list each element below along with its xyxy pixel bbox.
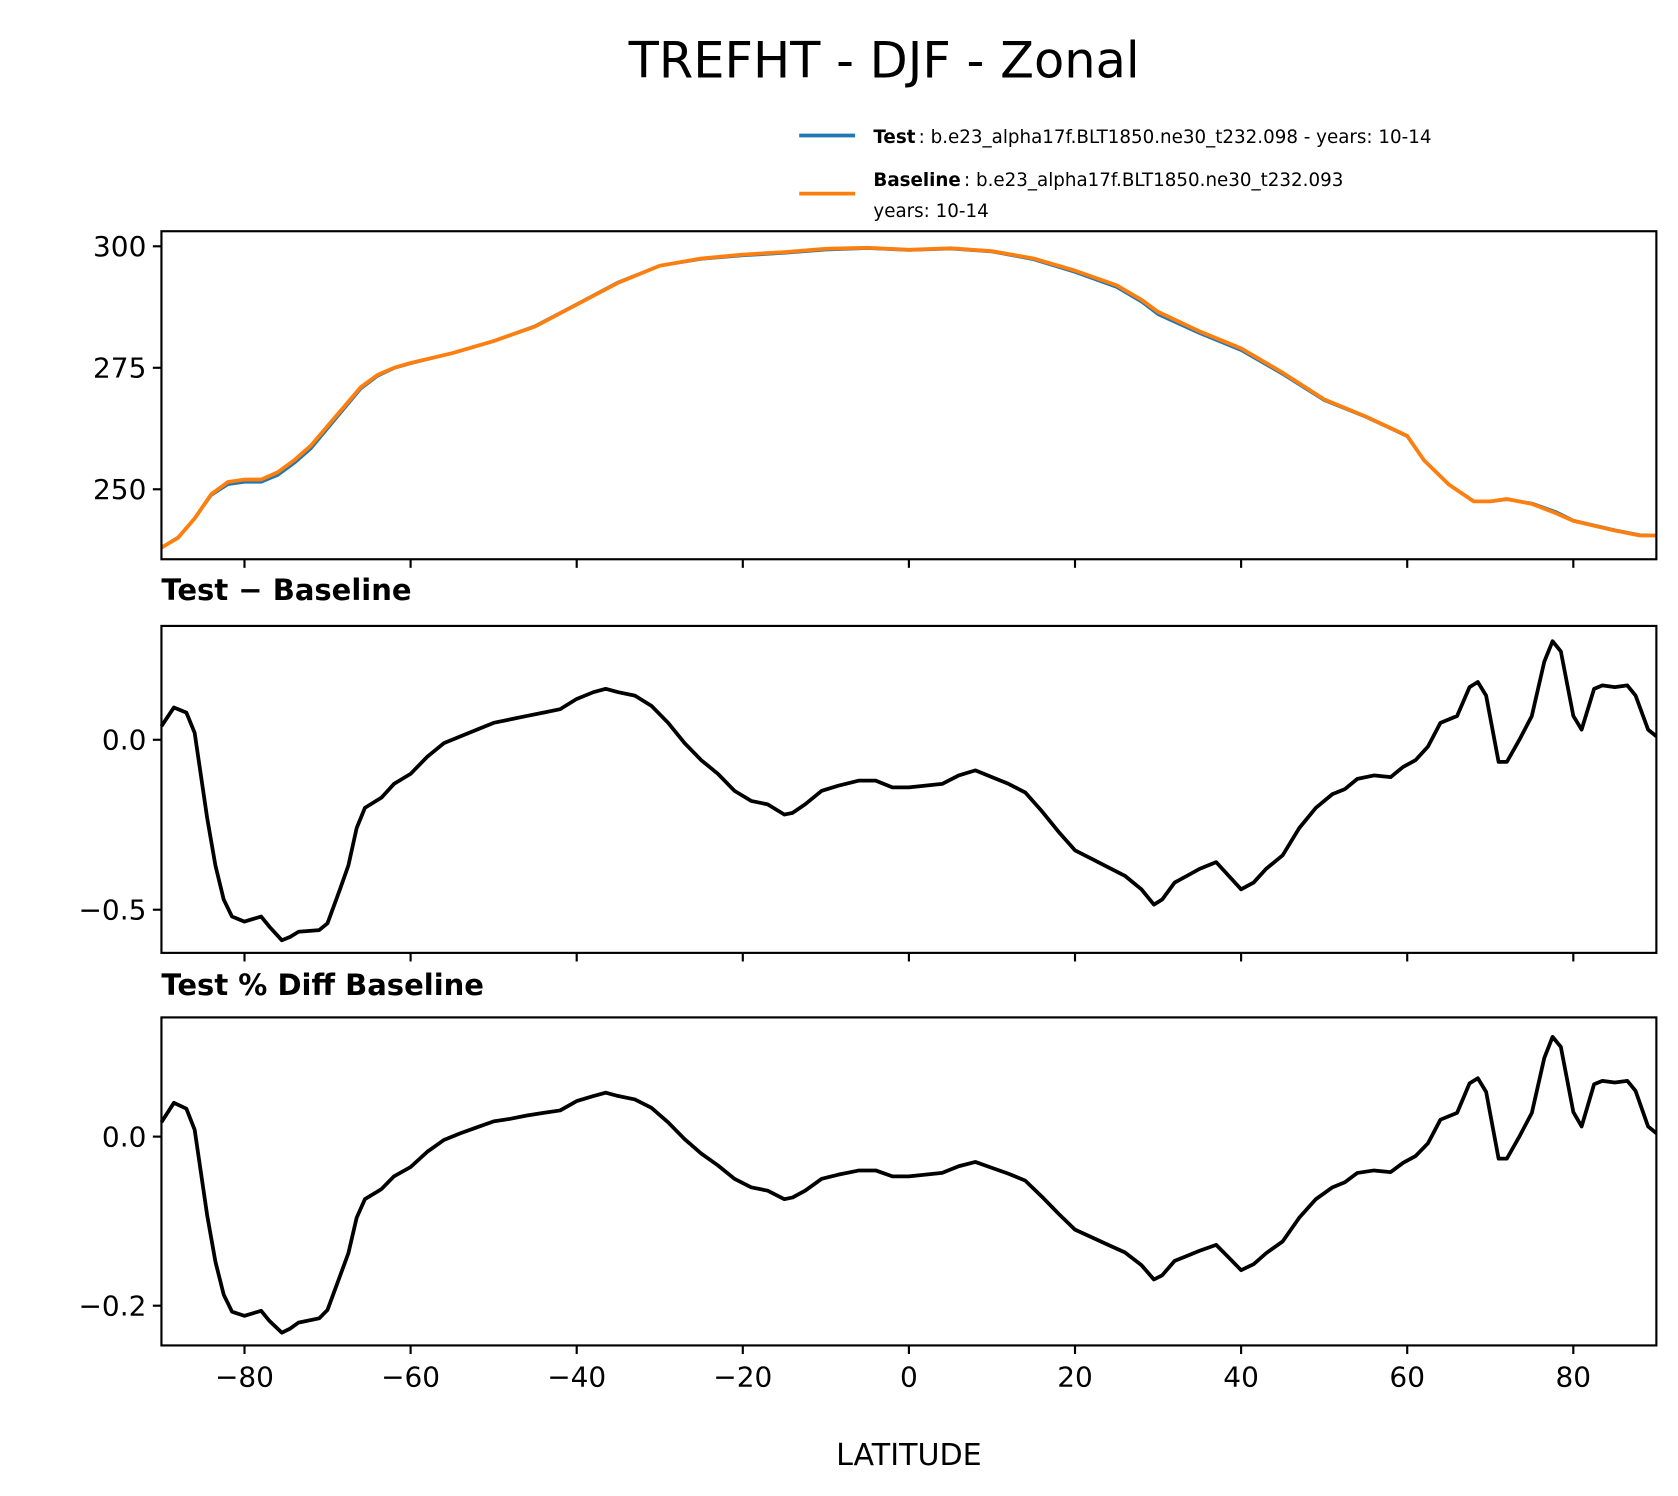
legend-baseline-entry: Baseline: b.e23_alpha17f.BLT1850.ne30_t2… — [873, 170, 1343, 191]
diff-ytick-label: −0.5 — [78, 893, 146, 926]
xtick-label: −40 — [547, 1360, 606, 1393]
legend-baseline-text: : b.e23_alpha17f.BLT1850.ne30_t232.093 — [964, 170, 1343, 191]
xtick-label: 20 — [1057, 1360, 1093, 1393]
legend-test-name: Test — [873, 127, 915, 148]
xtick-label: 40 — [1223, 1360, 1259, 1393]
xtick-label: 80 — [1556, 1360, 1592, 1393]
pctdiff-panel: −0.2 0.0 −80 −60 −40 −20 0 20 40 60 80 — [78, 1016, 1658, 1393]
xtick-label: −60 — [381, 1360, 440, 1393]
diff-series-test-baseline — [159, 639, 1658, 943]
legend-baseline-name: Baseline — [873, 170, 960, 191]
figure-title: TREFHT - DJF - Zonal — [628, 31, 1140, 89]
trefht-series-test — [160, 246, 1657, 550]
trefht-panel: 250 275 300 — [93, 230, 1658, 568]
legend-baseline-years: years: 10-14 — [873, 201, 988, 222]
trefht-ytick-label: 275 — [93, 351, 146, 384]
x-axis-label: LATITUDE — [836, 1438, 982, 1473]
diff-panel-title: Test − Baseline — [161, 573, 411, 607]
pctdiff-series-test-diff-baseline — [159, 1034, 1658, 1335]
legend-test-text: : b.e23_alpha17f.BLT1850.ne30_t232.098 -… — [919, 127, 1432, 148]
xtick-label: −80 — [215, 1360, 274, 1393]
xtick-label: 60 — [1389, 1360, 1425, 1393]
pctdiff-axes-frame — [160, 1016, 1658, 1347]
pctdiff-panel-title: Test % Diff Baseline — [161, 968, 484, 1002]
trefht-axes-frame — [160, 230, 1658, 561]
legend-test-entry: Test: b.e23_alpha17f.BLT1850.ne30_t232.0… — [873, 127, 1431, 148]
xtick-label: −20 — [713, 1360, 772, 1393]
trefht-ytick-label: 250 — [93, 473, 146, 506]
diff-ytick-label: 0.0 — [102, 723, 146, 756]
pctdiff-ytick-label: −0.2 — [78, 1289, 146, 1322]
pctdiff-ytick-label: 0.0 — [102, 1120, 146, 1153]
xtick-label: 0 — [900, 1360, 918, 1393]
legend: Test: b.e23_alpha17f.BLT1850.ne30_t232.0… — [799, 127, 1431, 222]
diff-panel: −0.5 0.0 — [78, 624, 1658, 962]
trefht-series-baseline — [160, 245, 1657, 550]
diff-axes-frame — [160, 624, 1658, 954]
trefht-ytick-label: 300 — [93, 230, 146, 263]
